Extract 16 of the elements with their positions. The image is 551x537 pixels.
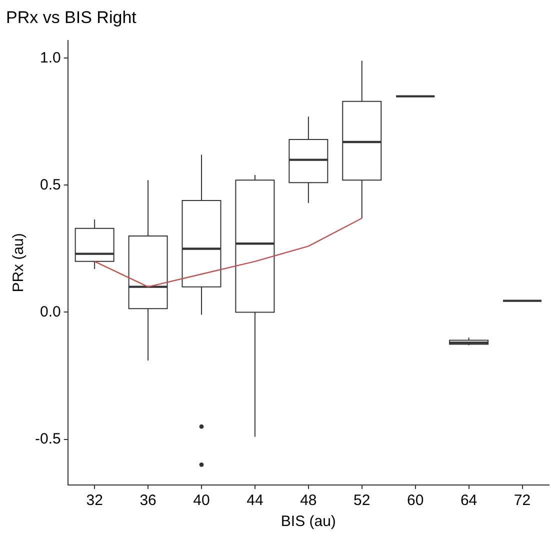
- y-tick-label: 1.0: [40, 49, 61, 66]
- x-tick-label: 40: [193, 492, 210, 510]
- y-tick-label: -0.5: [34, 430, 61, 448]
- x-axis-title: BIS (au): [280, 513, 336, 530]
- chart-title: PRx vs BIS Right: [6, 8, 137, 27]
- x-tick-label: 60: [407, 492, 424, 510]
- x-tick-label: 48: [300, 492, 317, 510]
- x-tick-label: 64: [460, 492, 478, 510]
- x-tick-label: 36: [140, 492, 156, 510]
- x-tick-label: 44: [246, 492, 264, 510]
- x-tick-label: 72: [514, 492, 531, 510]
- y-axis-title: PRx (au): [10, 233, 28, 292]
- y-tick-label: 0.0: [40, 303, 61, 320]
- y-tick-label: 0.5: [40, 176, 61, 194]
- x-tick-label: 32: [86, 492, 103, 510]
- x-tick-label: 52: [354, 492, 370, 510]
